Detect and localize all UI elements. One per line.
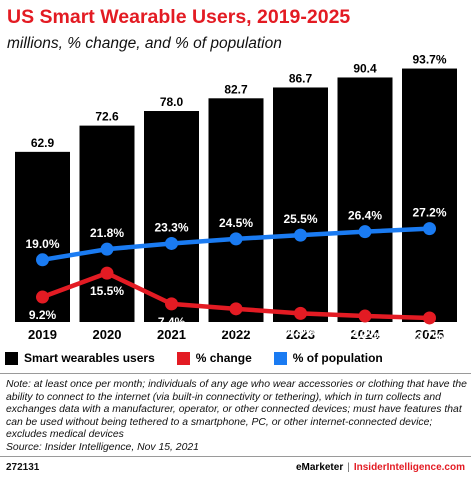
legend-label-change: % change: [195, 351, 252, 365]
brand-separator: |: [347, 462, 350, 473]
bar-label-2022: 82.7: [224, 82, 248, 96]
population-label-2019: 19.0%: [25, 237, 59, 251]
population-label-2025: 27.2%: [412, 206, 446, 220]
legend-swatch-change: [176, 351, 190, 365]
source-text: Source: Insider Intelligence, Nov 15, 20…: [6, 441, 199, 453]
bar-2025: [402, 68, 457, 322]
change-label-2024: 4.2%: [351, 327, 379, 341]
footer-brand: eMarketer | InsiderIntelligence.com: [296, 462, 465, 473]
x-tick-2019: 2019: [28, 327, 57, 342]
chart-subtitle: millions, % change, and % of population: [7, 35, 282, 52]
divider-bottom: [0, 456, 471, 457]
population-label-2023: 25.5%: [283, 212, 317, 226]
population-label-2020: 21.8%: [90, 226, 124, 240]
change-point-2025: [423, 311, 436, 325]
bar-2022: [208, 98, 264, 322]
change-label-2021: 7.4%: [158, 315, 186, 329]
change-label-2019: 9.2%: [29, 308, 57, 322]
legend-swatch-population: [273, 351, 287, 365]
population-point-2025: [423, 222, 436, 236]
change-point-2021: [165, 297, 178, 311]
bar-label-2020: 72.6: [95, 110, 119, 124]
bar-2023: [273, 87, 328, 322]
population-point-2019: [36, 253, 49, 267]
bar-label-2024: 90.4: [353, 61, 377, 75]
population-point-2023: [294, 228, 307, 242]
population-label-2022: 24.5%: [219, 216, 253, 230]
bar-label-2021: 78.0: [160, 95, 184, 109]
change-point-2022: [229, 302, 243, 316]
change-label-2020: 15.5%: [90, 284, 124, 298]
change-point-2023: [294, 306, 307, 320]
x-tick-2024: 2024: [351, 327, 381, 342]
x-tick-2021: 2021: [157, 327, 186, 342]
change-label-2022: 6.1%: [222, 320, 250, 334]
bar-label-2023: 86.7: [289, 71, 313, 85]
population-point-2020: [100, 242, 114, 256]
change-point-2020: [100, 266, 114, 280]
divider-top: [0, 373, 471, 374]
legend-item-users: Smart wearables users: [5, 351, 155, 365]
legend-label-users: Smart wearables users: [24, 351, 155, 365]
bar-label-2019: 62.9: [31, 136, 55, 150]
population-point-2021: [165, 236, 178, 250]
chart-id: 272131: [6, 462, 40, 473]
legend-item-change: % change: [176, 351, 252, 365]
bar-2021: [144, 111, 199, 322]
legend-item-population: % of population: [273, 351, 383, 365]
x-tick-2020: 2020: [93, 327, 122, 342]
change-label-2025: 3.7%: [416, 329, 444, 343]
brand-emarketer: eMarketer: [295, 462, 344, 473]
population-point-2024: [358, 225, 372, 239]
legend: Smart wearables users % change % of popu…: [5, 349, 405, 367]
chart-area: 62.9 72.6 78.0 82.7 86.7 90.4 93.7% 2019 2020 202…: [15, 53, 457, 343]
x-tick-2022: 2022: [222, 327, 251, 342]
chart-title: US Smart Wearable Users, 2019-2025: [7, 6, 351, 28]
bar-label-2025: 93.7%: [412, 53, 446, 67]
change-point-2024: [358, 309, 372, 323]
brand-insider-intelligence: InsiderIntelligence.com: [353, 462, 465, 473]
x-tick-2023: 2023: [286, 327, 315, 342]
x-tick-2025: 2025: [415, 327, 444, 342]
bar-2024: [337, 77, 393, 322]
population-point-2022: [229, 232, 243, 246]
note-text: Note: at least once per month; individua…: [6, 379, 467, 441]
legend-swatch-users: [5, 351, 18, 365]
footnote: Note: at least once per month; individua…: [6, 379, 468, 455]
change-label-2023: 4.9%: [287, 324, 315, 338]
bar-2020: [79, 125, 135, 322]
change-point-2019: [36, 290, 49, 304]
population-label-2024: 26.4%: [348, 209, 382, 223]
legend-label-population: % of population: [292, 351, 383, 365]
population-label-2021: 23.3%: [154, 220, 188, 234]
